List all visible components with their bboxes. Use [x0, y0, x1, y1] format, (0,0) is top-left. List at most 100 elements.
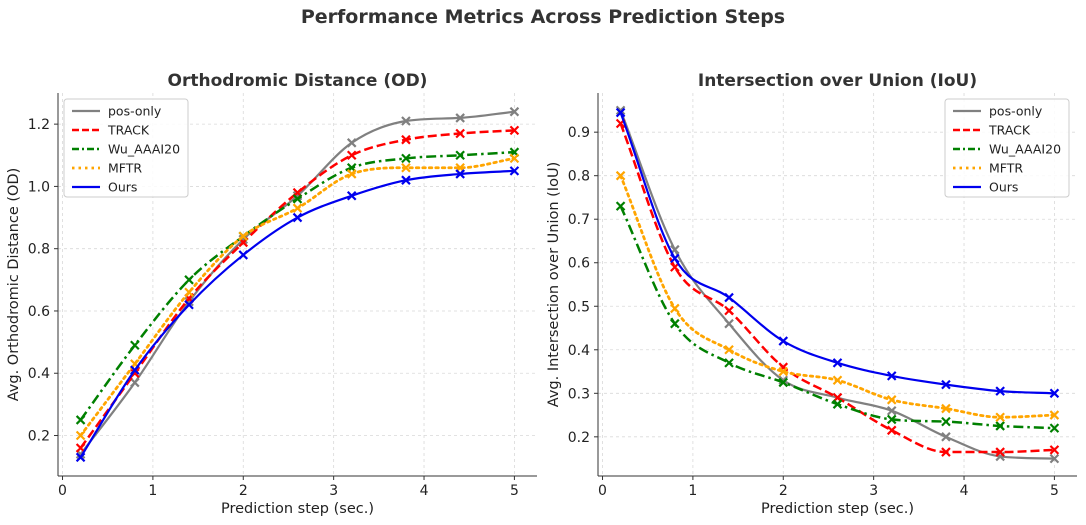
data-point-marker [1049, 423, 1060, 433]
data-point-marker [509, 153, 520, 164]
y-tick-label: 0.3 [568, 386, 590, 402]
data-point-marker [886, 405, 897, 416]
data-point-marker [1049, 410, 1060, 420]
y-tick-label: 1.0 [28, 179, 50, 195]
data-point-marker [886, 425, 897, 436]
x-axis-label: Prediction step (sec.) [761, 501, 914, 517]
x-tick-label: 5 [510, 483, 519, 499]
y-tick-label: 0.6 [568, 256, 590, 272]
data-point-marker [346, 150, 357, 161]
data-point-marker [832, 375, 843, 386]
data-point-marker [509, 166, 520, 176]
data-point-marker [832, 399, 843, 409]
series-line-wu-aaai20 [79, 150, 515, 421]
data-point-marker [1049, 453, 1060, 464]
data-point-marker [455, 113, 465, 123]
y-tick-label: 0.6 [28, 304, 50, 320]
data-point-marker [401, 153, 411, 164]
data-point-marker [238, 250, 249, 260]
data-point-marker [995, 447, 1005, 457]
data-point-marker [615, 105, 626, 116]
data-point-marker [292, 212, 303, 223]
y-tick-label: 0.8 [568, 169, 590, 185]
series-line-pos-only [79, 110, 515, 455]
legend: pos-only TRACK Wu_AAAI20 MFTR Ours [944, 98, 1070, 198]
x-tick-label: 3 [869, 483, 878, 499]
data-point-marker [995, 386, 1005, 396]
data-point-marker [401, 116, 411, 126]
legend-label: Ours [989, 180, 1018, 195]
data-point-marker [455, 169, 465, 179]
y-tick-label: 0.2 [28, 429, 50, 445]
chart-title: Orthodromic Distance (OD) [168, 71, 428, 91]
data-point-marker [455, 128, 465, 139]
data-point-marker [292, 194, 303, 204]
chart-1: 0 1 2 3 4 5 0.2 0.4 0.6 0.8 1.0 1.2 Orthodromic Dist… [6, 71, 537, 517]
series-line-mftr [79, 156, 516, 437]
x-tick-label: 2 [239, 483, 248, 499]
data-point-marker [184, 287, 194, 298]
data-point-marker [130, 365, 140, 375]
legend-label: pos-only [989, 104, 1043, 119]
data-point-marker [75, 415, 86, 425]
x-tick-label: 1 [688, 483, 697, 499]
data-point-marker [941, 403, 951, 414]
data-point-marker [184, 299, 194, 310]
data-point-marker [509, 125, 520, 136]
data-point-marker [75, 443, 86, 453]
series-line-track [619, 123, 1055, 454]
data-point-marker [346, 190, 357, 201]
legend-label: MFTR [108, 161, 142, 176]
data-point-marker [724, 318, 734, 329]
x-tick-label: 4 [960, 483, 969, 499]
data-point-marker [724, 305, 734, 316]
y-tick-label: 0.4 [28, 366, 50, 382]
x-tick-label: 0 [58, 483, 67, 499]
data-point-marker [615, 107, 626, 118]
data-point-marker [184, 296, 194, 307]
data-point-marker [130, 368, 140, 379]
legend-box [944, 98, 1070, 198]
data-point-marker [130, 340, 140, 350]
data-point-marker [346, 169, 357, 179]
data-point-marker [724, 345, 734, 355]
series-line-wu-aaai20 [619, 205, 1055, 430]
x-tick-label: 0 [598, 483, 607, 499]
y-tick-label: 1.2 [28, 117, 50, 133]
legend-label: Wu_AAAI20 [108, 142, 180, 157]
x-axis-label: Prediction step (sec.) [221, 501, 374, 517]
data-point-marker [184, 275, 194, 285]
y-axis-label: Avg. Orthodromic Distance (OD) [6, 168, 22, 402]
legend: pos-only TRACK Wu_AAAI20 MFTR Ours [63, 98, 189, 198]
data-point-marker [941, 432, 951, 442]
data-point-marker [238, 231, 249, 242]
y-tick-label: 0.4 [568, 343, 590, 359]
chart-2: 0 1 2 3 4 5 0.2 0.3 0.4 0.5 0.6 0.7 0.8 0.9 Intersecti… [546, 71, 1077, 517]
data-point-marker [75, 452, 86, 463]
y-tick-label: 0.7 [568, 212, 590, 228]
data-point-marker [724, 292, 734, 303]
data-point-marker [455, 150, 465, 161]
data-point-marker [75, 430, 86, 441]
y-tick-label: 0.5 [568, 299, 590, 315]
data-point-marker [886, 371, 897, 381]
data-point-marker [886, 395, 897, 405]
data-point-marker [401, 162, 411, 173]
data-point-marker [724, 358, 734, 368]
data-point-marker [346, 138, 357, 148]
data-point-marker [670, 318, 680, 329]
data-point-marker [615, 170, 626, 181]
legend-label: MFTR [989, 161, 1023, 176]
y-tick-label: 0.9 [568, 125, 590, 141]
data-point-marker [778, 336, 789, 346]
x-tick-label: 4 [420, 483, 429, 499]
series-line-track [79, 129, 515, 449]
data-point-marker [670, 303, 680, 314]
y-tick-label: 0.2 [568, 430, 590, 446]
data-point-marker [509, 106, 520, 117]
data-point-marker [292, 203, 303, 213]
y-axis-label: Avg. Intersection over Union (IoU) [546, 162, 562, 407]
chart-title: Intersection over Union (IoU) [698, 71, 977, 91]
